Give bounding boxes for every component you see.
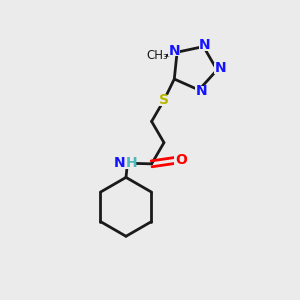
Text: H: H (126, 156, 138, 170)
Bar (195, 86, 208, 97)
Text: S: S (159, 93, 169, 107)
Bar (214, 63, 227, 74)
Text: N: N (113, 156, 125, 170)
Text: CH₃: CH₃ (147, 49, 168, 62)
Text: N: N (168, 44, 180, 58)
Bar (158, 94, 170, 106)
Bar (168, 45, 180, 56)
Bar (117, 158, 134, 169)
Bar (199, 40, 211, 51)
Text: N: N (199, 38, 211, 52)
Bar (149, 50, 166, 61)
Text: N: N (215, 61, 226, 76)
Text: N: N (196, 85, 207, 98)
Bar (174, 155, 187, 166)
Text: O: O (175, 153, 187, 167)
